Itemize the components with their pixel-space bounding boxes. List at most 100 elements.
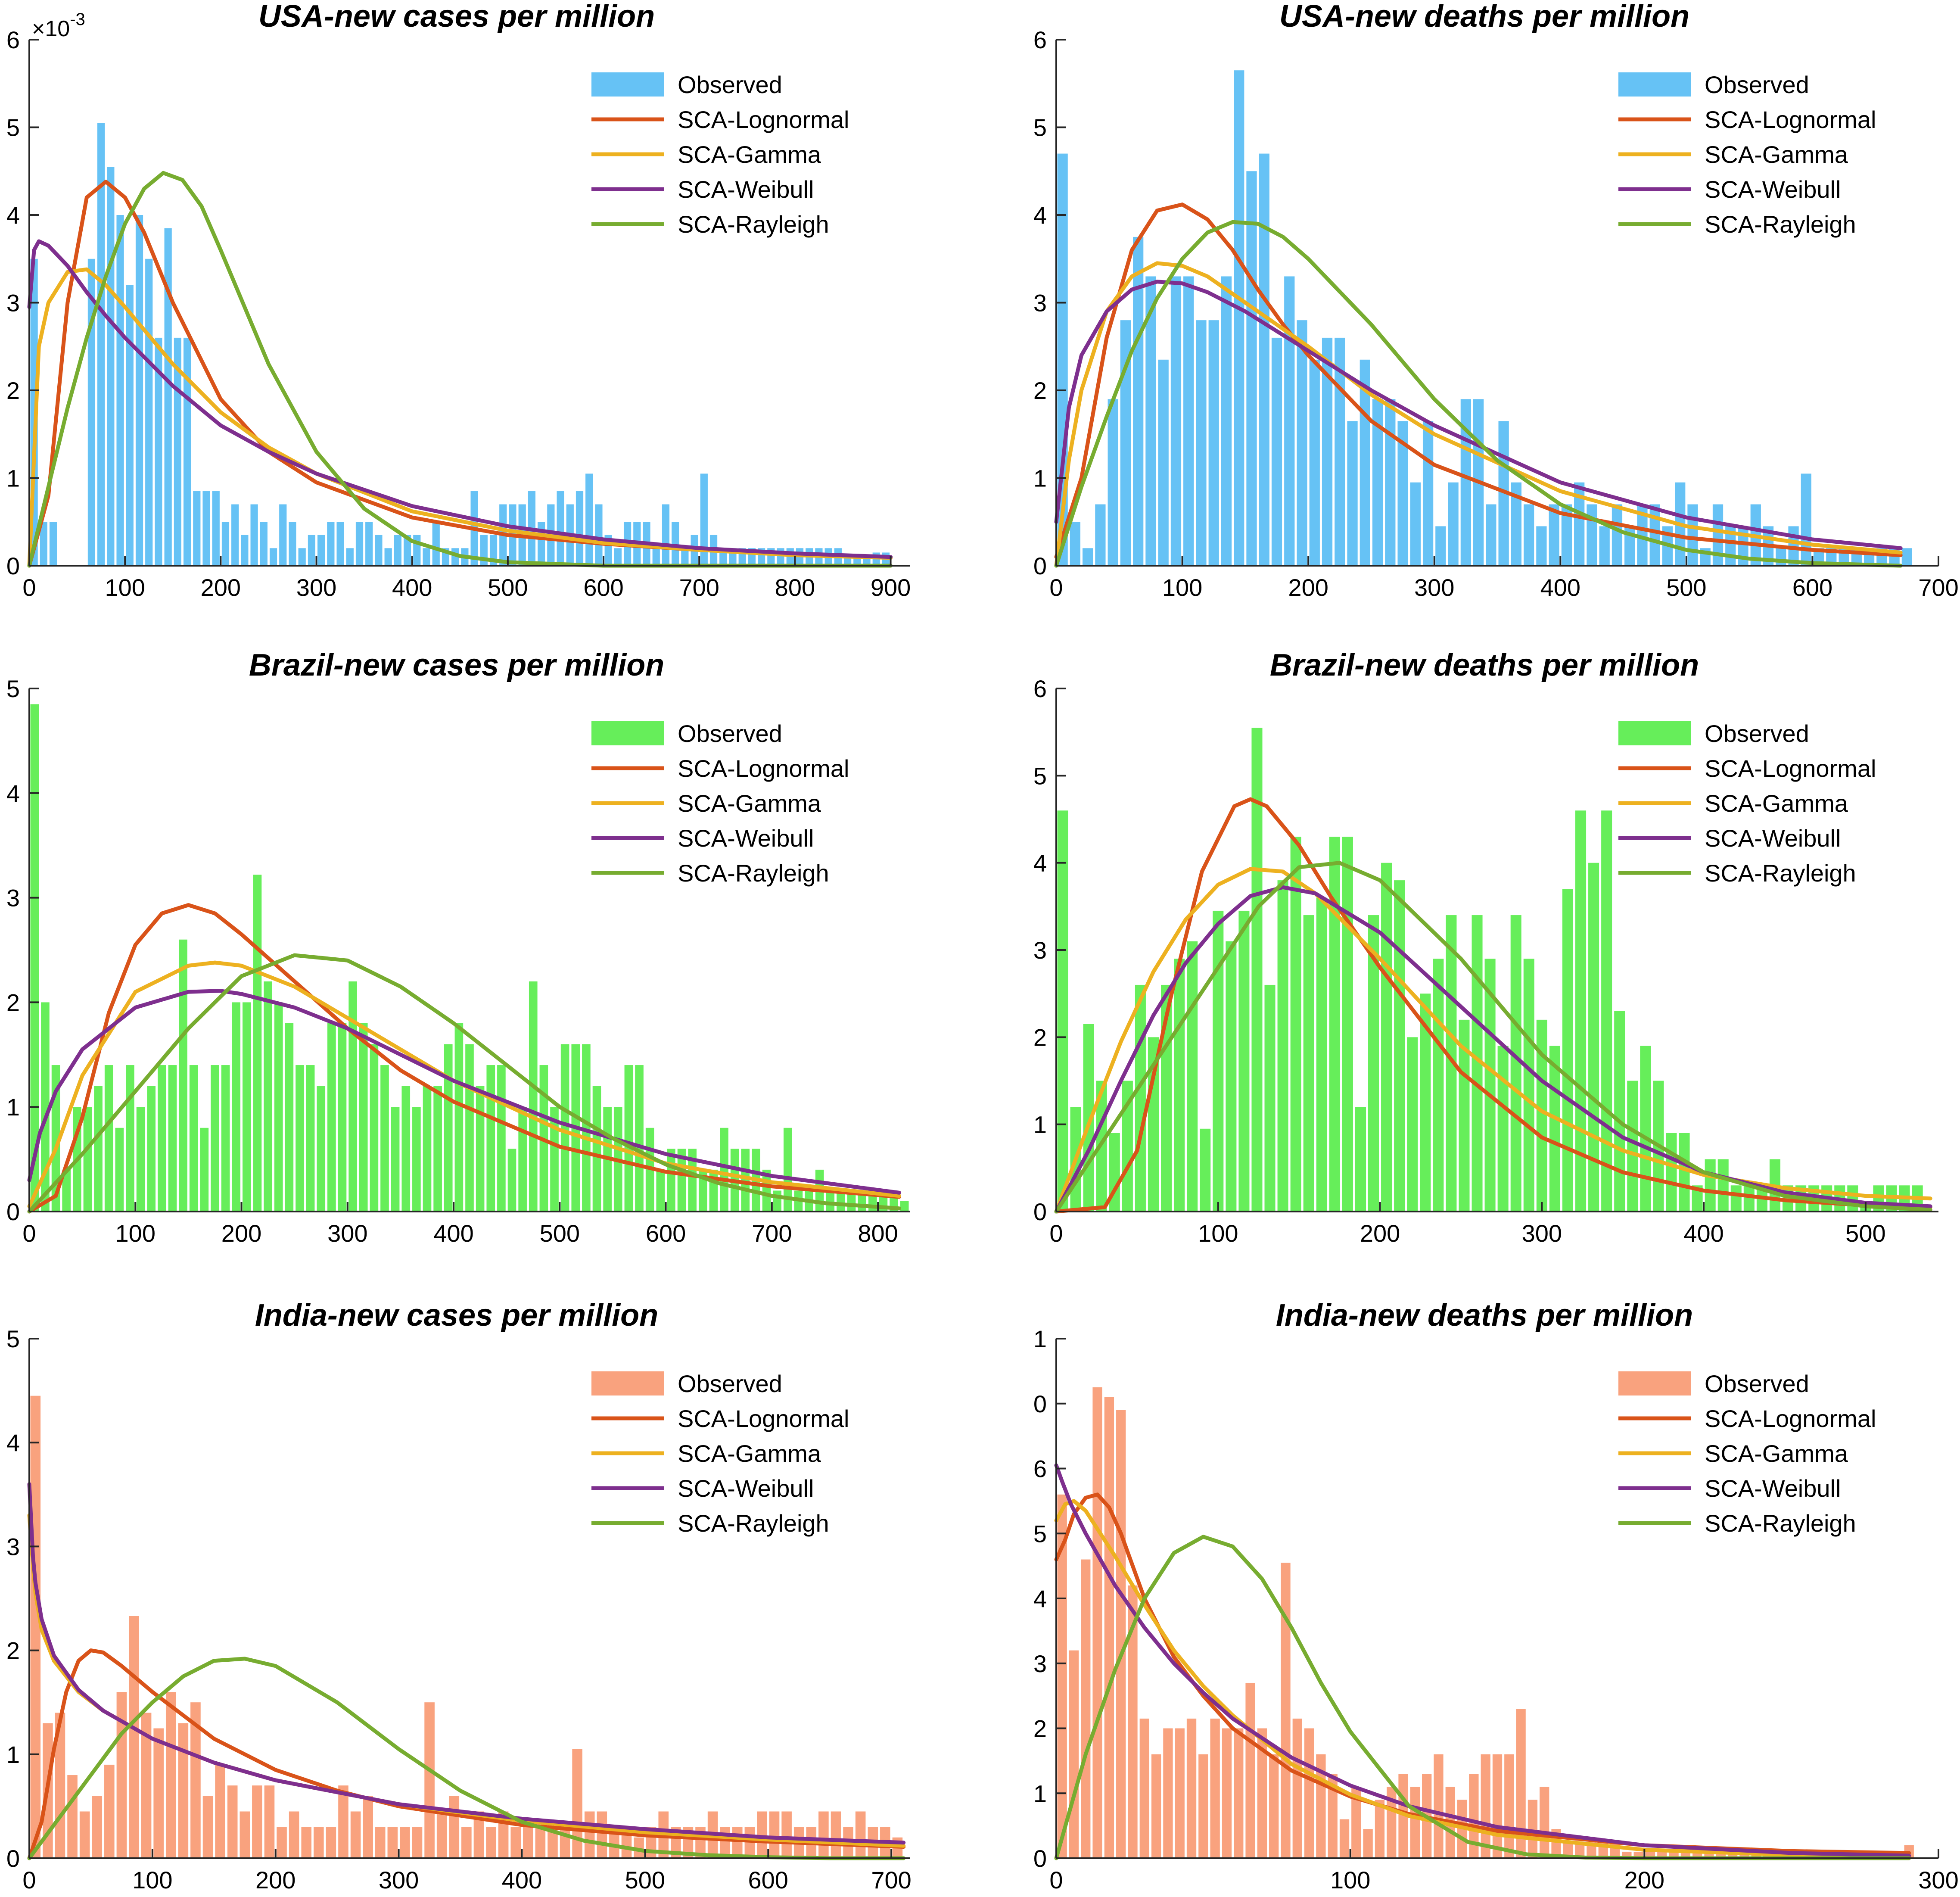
legend-label: SCA-Weibull	[1705, 1475, 1841, 1502]
histogram-bar	[1116, 1410, 1126, 1858]
histogram-bar	[179, 939, 187, 1212]
y-tick-label: 1	[1033, 1325, 1047, 1352]
histogram-bar	[1277, 880, 1288, 1212]
histogram-bar	[363, 1796, 373, 1858]
histogram-bar	[582, 1044, 591, 1212]
histogram-bar	[1328, 1774, 1338, 1858]
histogram-bar	[529, 981, 538, 1212]
histogram-bar	[136, 1107, 145, 1212]
x-tick-label: 400	[1683, 1220, 1724, 1247]
histogram-bar	[1588, 863, 1599, 1212]
legend-label: SCA-Gamma	[678, 141, 821, 168]
histogram-bar	[1486, 504, 1496, 566]
histogram-bar	[1158, 359, 1169, 566]
histogram-bar	[394, 535, 401, 566]
y-tick-label: 0	[1033, 1845, 1047, 1872]
histogram-bar	[387, 1827, 398, 1858]
histogram-bar	[346, 548, 354, 566]
histogram-bar	[1292, 1718, 1302, 1858]
y-tick-label: 3	[6, 1533, 20, 1560]
histogram-bar	[1528, 1800, 1538, 1858]
histogram-bar	[126, 1065, 134, 1212]
histogram-bar	[741, 1149, 750, 1212]
x-tick-label: 700	[679, 574, 719, 601]
legend: Observed SCA-Lognormal SCA-Gamma SCA-Weibul…	[591, 1370, 849, 1537]
histogram-bar	[1599, 526, 1610, 566]
histogram-bar	[412, 1827, 423, 1858]
histogram-bar	[432, 522, 440, 566]
legend-label: Observed	[1705, 71, 1809, 98]
legend-label: SCA-Lognormal	[678, 1405, 849, 1432]
histogram-bar	[62, 1169, 71, 1212]
chart-panel-1: USA-new cases per million ×10-3 0 100 200 300…	[6, 0, 911, 601]
histogram-bar	[243, 1002, 251, 1212]
histogram-bar	[1614, 1011, 1625, 1212]
y-tick-label: 1	[1033, 1111, 1047, 1138]
histogram-bar	[1108, 399, 1118, 566]
y-tick-label: 4	[1033, 1585, 1047, 1612]
histogram-bar	[1170, 276, 1182, 566]
x-tick-label: 0	[1049, 1866, 1063, 1894]
legend-label: SCA-Lognormal	[678, 755, 849, 782]
x-tick-label: 100	[1330, 1866, 1370, 1894]
histogram-bar	[1234, 70, 1244, 566]
legend-swatch-observed	[591, 721, 664, 745]
histogram-bar	[298, 548, 306, 566]
histogram-bar	[1329, 836, 1340, 1212]
legend-label: SCA-Rayleigh	[1705, 1510, 1856, 1537]
histogram-bar	[672, 522, 679, 566]
observed-bars	[30, 704, 909, 1212]
histogram-bar	[403, 535, 411, 566]
histogram-bar	[1187, 941, 1198, 1212]
histogram-bar	[1524, 504, 1534, 566]
y-tick-label: 0	[1033, 1390, 1047, 1417]
histogram-bar	[227, 1785, 238, 1858]
histogram-bar	[624, 1065, 633, 1212]
y-tick-label: 3	[6, 885, 20, 912]
histogram-bar	[662, 504, 670, 566]
histogram-bar	[449, 1796, 460, 1858]
histogram-bar	[1801, 473, 1811, 566]
histogram-bar	[1504, 1754, 1514, 1858]
histogram-bar	[1139, 1718, 1149, 1858]
histogram-bar	[92, 1796, 103, 1858]
histogram-bar	[538, 522, 545, 566]
histogram-bar	[126, 285, 134, 566]
histogram-bar	[773, 1190, 781, 1212]
histogram-bar	[1210, 1718, 1220, 1858]
histogram-bar	[336, 522, 344, 566]
histogram-bar	[769, 1811, 780, 1858]
histogram-bar	[359, 1023, 368, 1212]
y-tick-label: 1	[1033, 1780, 1047, 1807]
histogram-bar	[1510, 915, 1521, 1212]
histogram-bar	[635, 1065, 644, 1212]
histogram-bar	[1422, 421, 1434, 566]
histogram-bar	[1238, 910, 1250, 1212]
histogram-bar	[757, 1811, 767, 1858]
histogram-bar	[1434, 1754, 1444, 1858]
histogram-bar	[1284, 276, 1295, 566]
x-tick-label: 200	[1624, 1866, 1664, 1894]
histogram-bar	[155, 337, 162, 566]
histogram-bar	[412, 1107, 421, 1212]
histogram-bar	[391, 1107, 400, 1212]
histogram-bar	[202, 1796, 213, 1858]
legend-label: SCA-Weibull	[678, 1475, 814, 1502]
histogram-bar	[221, 1065, 230, 1212]
histogram-bar	[560, 1827, 570, 1858]
histogram-bar	[164, 228, 172, 566]
histogram-bar	[1246, 171, 1257, 566]
histogram-bar	[158, 1065, 166, 1212]
histogram-bar	[433, 1086, 442, 1212]
histogram-bar	[585, 473, 593, 566]
histogram-bar	[1297, 320, 1307, 566]
histogram-bar	[241, 535, 249, 566]
x-tick-label: 600	[646, 1220, 686, 1247]
histogram-bar	[1516, 1709, 1526, 1858]
histogram-bar	[1222, 1728, 1232, 1858]
y-tick-label: 6	[1033, 26, 1047, 53]
y-tick-label: 1	[6, 1093, 20, 1121]
histogram-bar	[1208, 320, 1219, 566]
histogram-bar	[1304, 1728, 1314, 1858]
histogram-bar	[700, 473, 708, 566]
